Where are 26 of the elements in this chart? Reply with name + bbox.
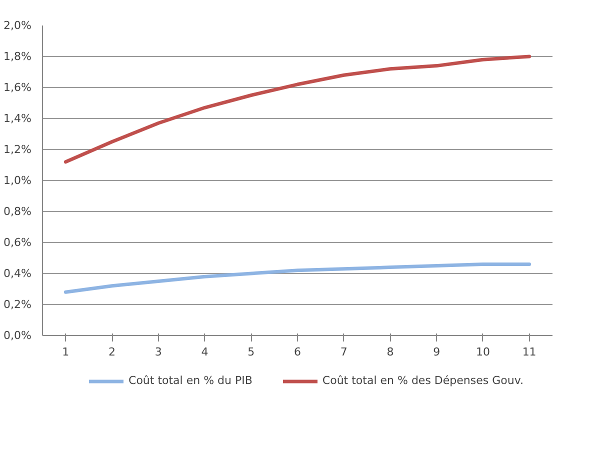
line-series xyxy=(64,262,532,294)
y-tick-label: 1,4% xyxy=(4,112,32,125)
line-series xyxy=(64,54,532,164)
x-tick-label: 9 xyxy=(433,346,440,358)
y-tick-label: 2,0% xyxy=(4,19,32,32)
y-tick-label: 1,8% xyxy=(4,50,32,63)
y-tick-label: 1,2% xyxy=(4,143,32,156)
x-tick-label: 4 xyxy=(201,346,208,358)
x-tick-label: 7 xyxy=(340,346,348,358)
y-tick-label: 0,6% xyxy=(4,236,32,249)
y-tick-label: 1,6% xyxy=(4,81,32,94)
x-tick-label: 8 xyxy=(386,346,394,358)
x-tick-label: 3 xyxy=(154,346,162,358)
x-tick-label: 5 xyxy=(248,346,255,358)
x-tick-label: 6 xyxy=(294,346,301,358)
y-tick-label: 0,2% xyxy=(4,298,32,311)
x-tick-label: 2 xyxy=(108,346,116,358)
legend-label: Coût total en % des Dépenses Gouv. xyxy=(322,374,524,387)
y-tick-label: 1,0% xyxy=(4,174,32,187)
y-tick-label: 0,4% xyxy=(4,267,32,280)
x-tick-label: 1 xyxy=(62,346,70,358)
y-tick-label: 0,0% xyxy=(4,329,32,342)
legend-label: Coût total en % du PIB xyxy=(128,374,252,387)
x-tick-label: 10 xyxy=(476,346,490,358)
x-tick-label: 11 xyxy=(522,346,536,358)
y-tick-label: 0,8% xyxy=(4,205,32,218)
